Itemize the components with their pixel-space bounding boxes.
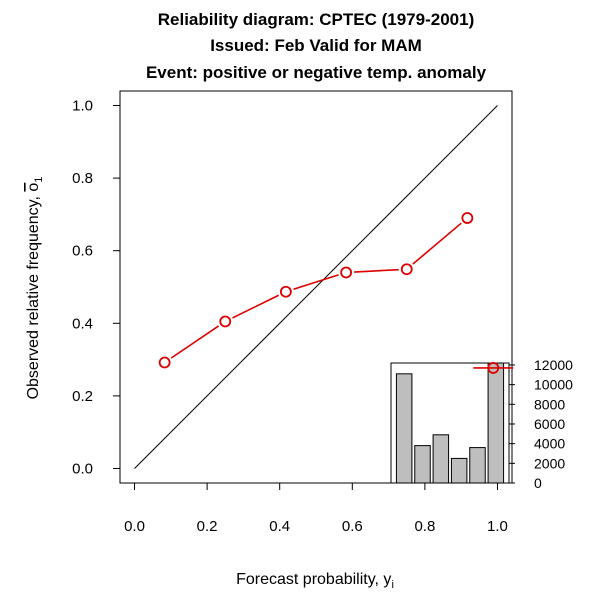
inset-bar [469, 447, 486, 484]
y-tick-label: 0.4 [72, 315, 93, 332]
main-plot: 0.0 0.2 0.4 0.6 0.8 1.0 0.0 0.2 0.4 0.6 0.8 1.0 [72, 90, 513, 535]
inset-y-tick-label: 12000 [534, 357, 573, 373]
x-tick-label: 0.4 [269, 518, 290, 535]
data-point [340, 266, 353, 279]
y-tick-label: 0.6 [72, 243, 93, 260]
series-line-segment [293, 274, 339, 291]
inset-y-tick-label: 6000 [534, 416, 565, 432]
inset-y-tick-label: 2000 [534, 455, 565, 471]
inset-bar [432, 434, 450, 484]
y-tick-label: 1.0 [72, 98, 93, 115]
series-line-segment [170, 325, 220, 359]
x-tick-label: 0.8 [414, 518, 435, 535]
y-tick-label: 0.2 [72, 388, 93, 405]
data-point [219, 315, 232, 328]
chart-titles: Reliability diagram: CPTEC (1979-2001) Is… [146, 10, 487, 82]
inset-y-tick-label: 10000 [534, 377, 573, 393]
title-line-3: Event: positive or negative temp. anomal… [146, 63, 487, 82]
y-tick-label: 0.8 [72, 170, 93, 187]
title-line-1: Reliability diagram: CPTEC (1979-2001) [158, 10, 475, 29]
series-line-segment [232, 294, 280, 319]
inset-bar [395, 373, 413, 484]
series-line-segment [354, 268, 399, 273]
plot-frame [119, 90, 513, 484]
x-tick-label: 0.2 [197, 518, 218, 535]
inset-marker-circle [487, 362, 500, 374]
x-tick-label: 1.0 [487, 518, 508, 535]
x-axis-label-subscript: i [391, 579, 393, 591]
axis-labels: Forecast probability, yi Observed relativ… [25, 177, 394, 591]
perfect-reliability-diagonal [134, 105, 498, 469]
series-line-segment [412, 222, 462, 265]
data-point [400, 263, 413, 276]
title-line-2: Issued: Feb Valid for MAM [210, 36, 422, 55]
data-point [461, 212, 474, 224]
x-axis-label: Forecast probability, yi [236, 571, 394, 591]
inset-bar [414, 445, 431, 484]
data-point [158, 356, 171, 369]
y-tick-label: 0.0 [72, 460, 93, 477]
inset-bar [450, 457, 468, 484]
x-tick-label: 0.0 [124, 518, 145, 535]
inset-histogram: 0 2000 4000 6000 8000 10000 12000 [390, 357, 573, 491]
y-axis-label-symbol: o [25, 183, 42, 192]
y-axis-label-text: Observed relative frequency, [25, 192, 42, 400]
x-tick-label: 0.6 [342, 518, 363, 535]
inset-y-tick-label: 0 [534, 475, 542, 491]
y-axis-label-subscript: 1 [33, 177, 45, 183]
inset-y-tick-label: 4000 [534, 436, 565, 452]
data-point [279, 285, 292, 298]
x-axis-label-text: Forecast probability, y [236, 571, 391, 588]
y-axis-label: Observed relative frequency, o1 [25, 177, 45, 400]
inset-y-tick-label: 8000 [534, 396, 565, 412]
inset-bar [487, 362, 505, 484]
